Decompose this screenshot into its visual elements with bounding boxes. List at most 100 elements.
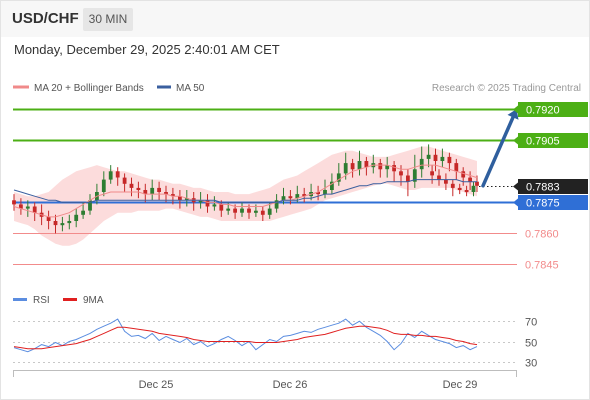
header-bar: USD/CHF 30 MIN [1,1,589,37]
level-label-pointer-1 [513,136,518,145]
rsi-legend: RSI 9MA [13,295,104,306]
ma50-legend-label: MA 50 [176,83,205,94]
candle-18 [136,181,141,199]
candle-49 [350,158,355,178]
ma9-legend-swatch [63,298,77,301]
level-label-1: 0.7905 [526,136,560,148]
rsi-tick-50: 50 [525,338,537,350]
candle-50 [357,150,362,176]
copyright-text: Research © 2025 Trading Central [432,83,581,94]
candle-39 [281,187,286,205]
level-label-box-2 [518,179,588,194]
rsi-legend-label: RSI [33,295,50,306]
rsi-tick-70: 70 [525,317,537,329]
candle-24 [178,190,182,209]
rsi-legend-swatch [13,298,27,301]
candle-62 [440,148,445,168]
x-tick-0: Dec 25 [139,379,174,391]
candle-38 [274,194,279,213]
level-labels: 0.7920 0.7905 0.7883 0.7875 0.7860 0.7845 [513,102,588,272]
candle-6 [53,214,58,234]
ma50-line [13,179,477,203]
x-tick-1: Dec 26 [273,379,308,391]
bollinger-band-fill [14,146,477,246]
candle-36 [260,206,265,221]
rsi-line [13,318,478,353]
level-label-pointer-2 [513,182,518,191]
candle-extra-2 [444,173,448,190]
candle-42 [302,187,307,203]
timestamp: Monday, December 29, 2025 2:40:01 AM CET [14,42,280,57]
candle-54 [385,156,390,178]
rsi-tick-30: 30 [525,358,537,370]
candle-10 [81,202,85,219]
candle-60 [426,144,431,168]
rsi-tick-labels: 70 50 30 [525,317,537,370]
candle-8 [67,214,72,230]
x-axis: Dec 25 Dec 26 Dec 29 [13,370,517,391]
level-label-5: 0.7845 [525,260,559,272]
candle-17 [129,177,134,197]
candle-57 [406,169,410,197]
candle-extra-3 [450,179,455,197]
candle-28 [205,194,210,213]
candle-5 [46,210,51,230]
candle-41 [295,185,300,203]
candle-51 [364,156,369,176]
candle-67 [475,175,479,192]
candle-14 [108,165,113,184]
candle-2 [25,200,30,217]
x-tick-2: Dec 29 [443,379,478,391]
level-label-0: 0.7920 [526,105,560,117]
candle-30 [219,200,224,217]
candle-55 [392,161,396,182]
price-legend: MA 20 + Bollinger Bands MA 50 Research ©… [13,83,581,94]
level-label-3: 0.7875 [526,198,560,210]
candle-extra-5 [464,185,469,197]
interval-button[interactable]: 30 MIN [83,8,133,31]
bollinger-legend-label: MA 20 + Bollinger Bands [34,83,144,94]
ma20-line [13,164,478,218]
bollinger-legend-swatch [13,85,29,89]
candle-21 [157,181,161,201]
candle-11 [88,194,92,215]
candle-66 [468,171,472,190]
candle-9 [74,208,79,228]
candle-1 [19,198,23,215]
rsi-panel: 70 50 30 [13,317,537,370]
candle-44 [316,185,320,201]
level-label-pointer-3 [513,198,518,207]
candle-37 [267,202,272,219]
candles [12,144,479,234]
ma9-legend-label: 9MA [83,295,104,306]
candle-64 [454,158,459,180]
candle-53 [378,158,383,178]
level-label-box-0 [518,102,588,117]
candle-7 [60,216,65,232]
candle-extra-0 [430,165,434,184]
rsi-ma-line [13,325,478,350]
level-label-2: 0.7883 [526,182,560,194]
candle-15 [115,167,120,186]
candle-40 [288,190,293,205]
candle-13 [101,171,106,197]
candle-58 [412,154,417,188]
candle-16 [122,173,127,192]
candle-20 [150,179,155,201]
candle-0 [12,194,16,211]
ma50-legend-swatch [157,85,171,89]
forecast-arrow [481,109,519,188]
candle-extra-4 [457,183,462,195]
candle-extra-1 [437,169,441,186]
candle-56 [399,165,403,186]
symbol-title: USD/CHF [12,10,79,27]
candle-3 [32,202,37,221]
price-panel: 0.7920 0.7905 0.7883 0.7875 0.7860 0.7845 [12,102,588,272]
candle-19 [143,183,148,203]
candle-59 [419,146,424,178]
candle-47 [336,163,341,186]
candle-33 [240,202,244,217]
candle-61 [433,148,438,172]
candle-29 [212,196,217,211]
